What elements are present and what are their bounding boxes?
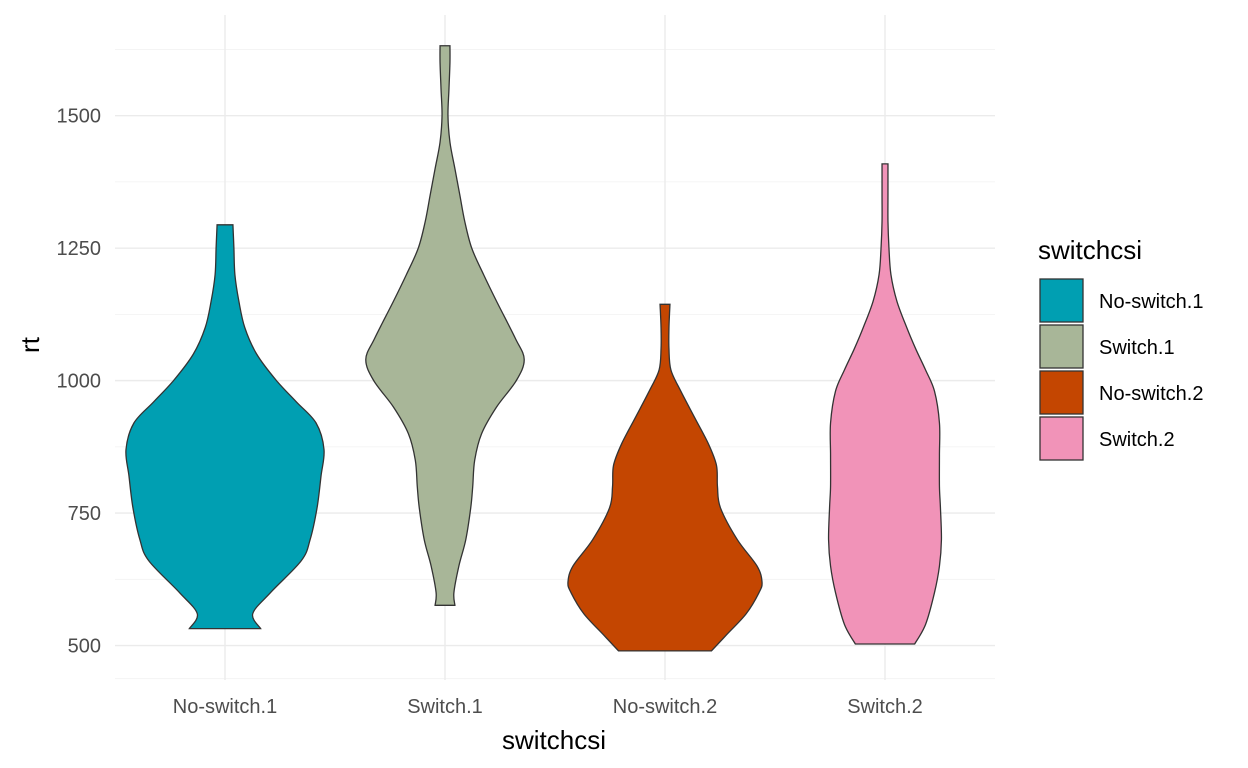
- legend-swatch: [1039, 370, 1084, 415]
- legend: switchcsi No-switch.1 Switch.1 No-switch.2…: [1038, 235, 1203, 461]
- y-tick-label: 1000: [57, 371, 102, 393]
- x-tick-label: Switch.2: [847, 696, 923, 718]
- x-axis-title: switchcsi: [502, 725, 606, 755]
- legend-swatch: [1039, 278, 1084, 323]
- legend-label: Switch.2: [1099, 429, 1175, 451]
- legend-swatch: [1039, 416, 1084, 461]
- violin-no-switch-1: [125, 224, 325, 630]
- legend-label: No-switch.1: [1099, 291, 1203, 313]
- y-axis-title: rt: [15, 336, 45, 353]
- legend-label: Switch.1: [1099, 337, 1175, 359]
- y-tick-label: 1250: [57, 238, 102, 260]
- y-tick-label: 750: [68, 503, 101, 525]
- violin-layer: [125, 45, 943, 652]
- violin-switch-2: [827, 163, 943, 645]
- legend-swatch: [1039, 324, 1084, 369]
- violin-no-switch-2: [567, 303, 763, 652]
- violin-switch-1: [365, 45, 525, 606]
- x-tick-label: Switch.1: [407, 696, 483, 718]
- x-tick-label: No-switch.2: [613, 696, 717, 718]
- y-tick-labels: 500 750 1000 1250 1500: [57, 106, 102, 658]
- legend-items: No-switch.1 Switch.1 No-switch.2 Switch.2: [1039, 278, 1203, 461]
- y-tick-label: 1500: [57, 106, 102, 128]
- y-tick-label: 500: [68, 636, 101, 658]
- x-tick-labels: No-switch.1 Switch.1 No-switch.2 Switch.2: [173, 696, 923, 718]
- legend-title: switchcsi: [1038, 235, 1142, 265]
- legend-label: No-switch.2: [1099, 383, 1203, 405]
- x-tick-label: No-switch.1: [173, 696, 277, 718]
